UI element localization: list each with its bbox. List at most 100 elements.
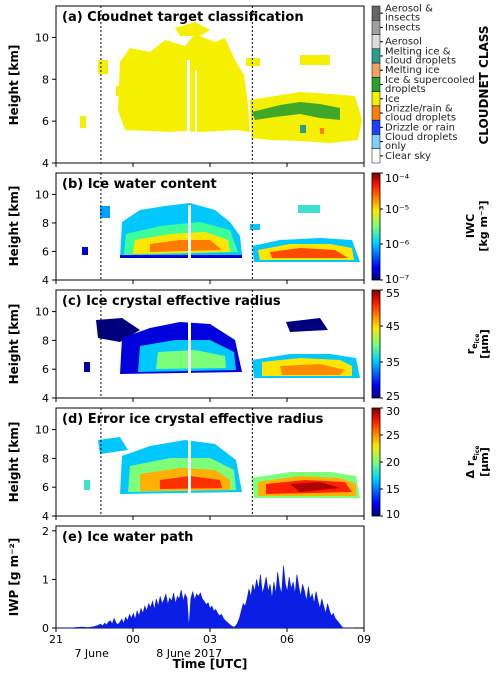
y-tick-label: 8	[42, 73, 49, 86]
x-date-label: 8 June 2017	[156, 647, 222, 660]
panel-d-title: (d) Error ice crystal effective radius	[62, 412, 324, 427]
colorbar-error-symbol: Δ r	[464, 460, 477, 478]
panel-b-ylabel: Height [km]	[7, 186, 21, 267]
colorbar-iwc-units: [kg m⁻³]	[477, 200, 490, 251]
x-tick-label: 21	[49, 633, 63, 646]
x-tick-label: 03	[203, 633, 217, 646]
colorbar-reff-tick: 55	[386, 287, 400, 300]
svg-text:reice: reice	[464, 334, 481, 355]
colorbar-class-label: CLOUDNET CLASS	[477, 25, 491, 144]
colorbar-reff-symbol: r	[464, 348, 477, 354]
dashed-time-markers	[100, 6, 253, 516]
y-tick-label: 0	[42, 622, 49, 635]
colorbar-error-sub: e	[470, 455, 479, 461]
panel-a-classification-field	[80, 22, 362, 143]
colorbar-error-tick: 20	[386, 456, 400, 469]
colorbar-class-label-text: cloud droplets	[385, 55, 456, 66]
y-tick-label: 6	[42, 245, 49, 258]
x-tick-label: 09	[357, 633, 371, 646]
colorbar-error-tick: 25	[386, 429, 400, 442]
y-tick-label: 8	[42, 217, 49, 230]
panel-d-error-field	[84, 437, 360, 498]
colorbar-iwc-tick: 10⁻⁷	[385, 273, 409, 286]
y-tick-label: 8	[42, 452, 49, 465]
colorbar-reff-bar	[371, 289, 381, 399]
colorbar-error-subsub: ice	[474, 446, 481, 456]
colorbar-class-label-text: Melting ice &	[385, 46, 451, 57]
y-tick-label: 10	[35, 424, 49, 437]
panel-c-ylabel: Height [km]	[7, 304, 21, 385]
y-tick-label: 10	[35, 188, 49, 201]
colorbar-iwc-tick: 10⁻⁶	[385, 238, 410, 251]
panel-c-reff-field	[84, 318, 360, 378]
y-tick-label: 4	[42, 510, 49, 523]
colorbar-class-label-text: Aerosol &	[385, 4, 433, 15]
colorbar-class-swatch	[371, 5, 381, 21]
y-tick-label: 10	[35, 306, 49, 319]
colorbar-error-units: [μm]	[478, 447, 491, 477]
panel-c-title: (c) Ice crystal effective radius	[62, 294, 281, 309]
colorbar-class-label-text: only	[385, 141, 406, 152]
svg-text:Δ reice: Δ reice	[464, 446, 481, 479]
x-axis-label: Time [UTC]	[173, 657, 248, 671]
y-tick-label: 4	[42, 157, 49, 170]
colorbar-class-swatch	[371, 34, 381, 50]
x-ticks: 21 00 03 06 09 7 June 8 June 2017	[49, 163, 371, 660]
colorbar-class-swatch	[371, 148, 381, 164]
panel-e-ylabel: IWP [g m⁻²]	[7, 538, 21, 617]
y-tick-label: 4	[42, 274, 49, 287]
colorbar-reff-label: reice	[464, 334, 481, 355]
colorbar-class-label-text: Ice	[385, 94, 400, 105]
colorbar-iwc-bar	[371, 172, 381, 281]
iwp-area	[56, 565, 355, 629]
colorbar-class-label-text: Aerosol	[385, 37, 422, 48]
y-tick-label: 6	[42, 115, 49, 128]
colorbar-reff-tick: 45	[386, 320, 400, 333]
colorbar-class-swatch	[371, 91, 381, 107]
y-tick-label: 6	[42, 481, 49, 494]
colorbar-class-label-text: Clear sky	[385, 151, 431, 162]
panel-a-ylabel: Height [km]	[7, 45, 21, 126]
colorbar-error-tick: 15	[386, 483, 400, 496]
colorbar-iwc-label: IWC	[464, 214, 477, 238]
panel-c	[55, 289, 365, 399]
panel-b-title: (b) Ice water content	[62, 177, 217, 192]
colorbar-class-swatch	[371, 119, 381, 135]
colorbar-class-swatch	[371, 48, 381, 64]
y-tick-label: 4	[42, 392, 49, 405]
y-tick-label: 10	[35, 31, 49, 44]
panel-d	[55, 407, 365, 517]
colorbar-class-label-text: Cloud droplets	[385, 132, 458, 143]
colorbar-error-tick: 10	[386, 508, 400, 521]
y-tick-label: 8	[42, 334, 49, 347]
colorbar-class-swatch	[371, 134, 381, 149]
colorbar-reff: 55 45 35 25 reice [μm]	[371, 287, 491, 403]
colorbar-iwc: 10⁻⁴ 10⁻⁵ 10⁻⁶ 10⁻⁷ IWC [kg m⁻³]	[371, 172, 490, 286]
colorbar-class-label-text: insects	[385, 13, 420, 24]
x-tick-label: 06	[280, 633, 294, 646]
colorbar-class-swatch	[371, 77, 381, 92]
colorbar-reff-units: [μm]	[478, 329, 491, 359]
y-ticks: 4 6 8 10 4 6 8 10 4 6 8 10 4 6 8 10 0 1 2	[35, 31, 56, 635]
y-tick-label: 6	[42, 363, 49, 376]
colorbar-class-label-text: Drizzle/rain &	[385, 104, 453, 115]
y-tick-label: 1	[42, 573, 49, 586]
colorbar-reff-tick: 35	[386, 356, 400, 369]
colorbar-reff-tick: 25	[386, 390, 400, 403]
colorbar-class-swatch	[371, 62, 381, 78]
colorbar-reff-sub: e	[470, 343, 479, 349]
colorbar-class-swatch	[371, 20, 381, 35]
colorbar-reff-subsub: ice	[474, 334, 481, 344]
panel-e-title: (e) Ice water path	[62, 530, 193, 545]
panel-b	[55, 172, 365, 281]
colorbar-class-label-text: Ice & supercooled	[385, 75, 475, 86]
colorbar-class-swatch	[371, 105, 381, 121]
colorbar-class-label-text: Insects	[385, 22, 420, 33]
colorbar-iwc-tick: 10⁻⁴	[385, 172, 410, 185]
colorbar-class-label-text: droplets	[385, 84, 426, 95]
colorbar-error: 30 25 20 15 10 Δ reice [μm]	[371, 405, 491, 521]
colorbar-error-bar	[371, 407, 381, 517]
panel-a-title: (a) Cloudnet target classification	[62, 10, 304, 25]
